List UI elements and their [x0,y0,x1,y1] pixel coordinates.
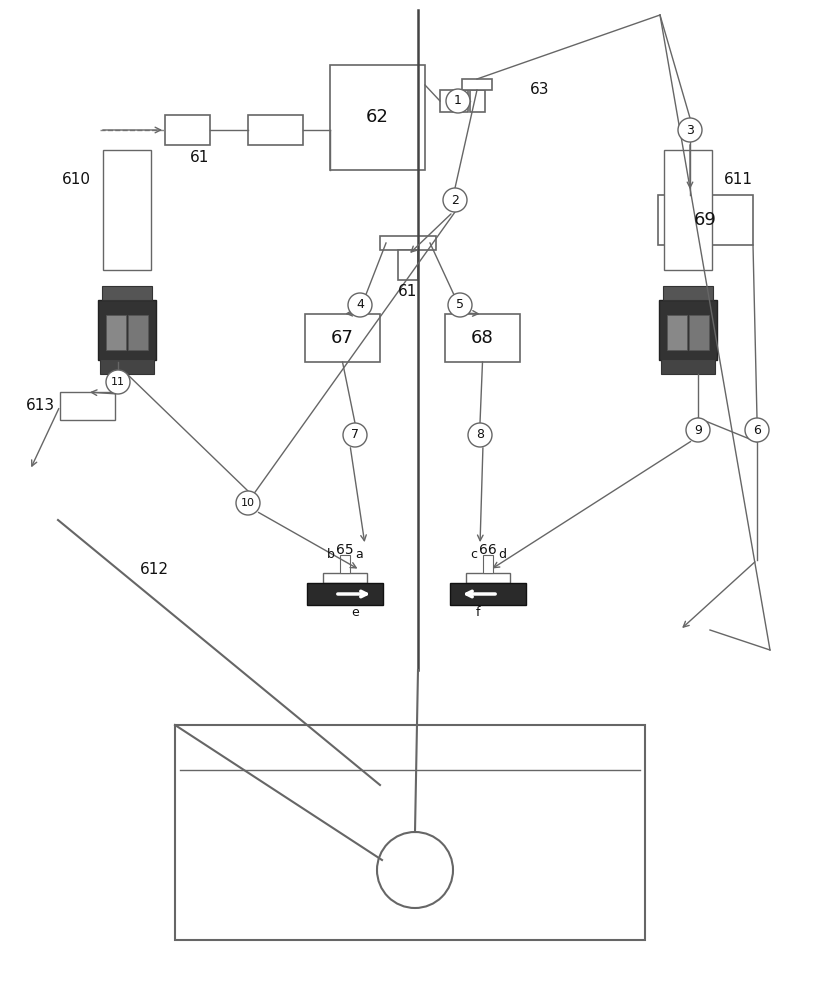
Text: 5: 5 [456,298,464,312]
Text: d: d [498,548,506,562]
Circle shape [377,832,453,908]
Circle shape [448,293,472,317]
Text: 10: 10 [241,498,255,508]
Bar [450,583,526,605]
Text: 610: 610 [62,172,91,188]
Bar [380,236,436,250]
Circle shape [236,491,260,515]
Circle shape [468,423,492,447]
Text: e: e [351,606,359,619]
Text: 3: 3 [686,123,694,136]
Text: 63: 63 [530,83,549,98]
Text: c: c [470,548,478,562]
Text: 4: 4 [356,298,364,312]
Text: b: b [327,548,335,562]
Text: 62: 62 [366,108,389,126]
Bar [106,315,126,350]
Bar [661,359,715,374]
Bar [440,90,468,112]
Bar [462,79,492,90]
Bar [60,392,115,420]
Circle shape [443,188,467,212]
Circle shape [686,418,710,442]
Circle shape [678,118,702,142]
Bar [323,573,367,583]
Bar [248,115,303,145]
Text: 61: 61 [190,149,210,164]
Bar [658,195,753,245]
Bar [659,300,717,360]
Bar [466,573,510,583]
Bar [483,555,493,573]
Text: 611: 611 [724,172,753,188]
Bar [175,725,645,940]
Circle shape [343,423,367,447]
Bar [98,300,156,360]
Text: 11: 11 [111,377,125,387]
Bar [664,150,712,270]
Text: 67: 67 [331,329,354,347]
Text: 612: 612 [140,562,169,578]
Bar [470,90,485,112]
Text: 8: 8 [476,428,484,442]
Text: 66: 66 [479,543,497,557]
Bar [667,315,687,350]
Bar [305,314,380,362]
Circle shape [745,418,769,442]
Text: 69: 69 [694,211,717,229]
Circle shape [106,370,130,394]
Text: 613: 613 [26,398,55,414]
Bar [128,315,148,350]
Bar [398,250,418,280]
Bar [307,583,383,605]
Text: a: a [355,548,363,562]
Text: 9: 9 [694,424,702,436]
Bar [663,286,713,300]
Text: 61: 61 [398,284,418,300]
Text: 7: 7 [351,428,359,442]
Text: 68: 68 [471,329,494,347]
Bar [100,359,154,374]
Bar [445,314,520,362]
Bar [330,65,425,170]
Text: 2: 2 [451,194,459,207]
Bar [689,315,709,350]
Bar [102,286,152,300]
Bar [340,555,350,573]
Circle shape [348,293,372,317]
Bar [165,115,210,145]
Text: 1: 1 [454,95,462,107]
Text: f: f [475,606,480,619]
Bar [103,150,151,270]
Text: 65: 65 [336,543,354,557]
Circle shape [446,89,470,113]
Text: 6: 6 [753,424,761,436]
